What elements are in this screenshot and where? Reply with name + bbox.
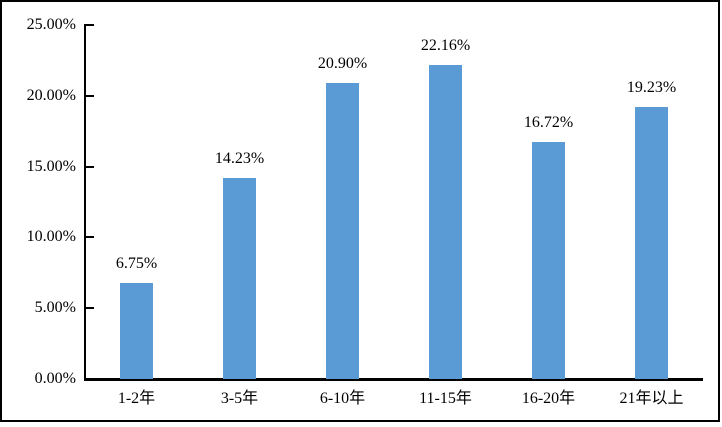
- x-category-label: 21年以上: [619, 390, 684, 407]
- x-category-label: 6-10年: [319, 390, 366, 407]
- y-axis-tick: [86, 378, 94, 380]
- y-axis-tick: [86, 24, 94, 26]
- y-axis-tick: [86, 307, 94, 310]
- bar-value-label: 14.23%: [214, 149, 265, 167]
- bar-value-label: 16.72%: [523, 114, 574, 132]
- bar: [635, 106, 668, 379]
- x-category-label: 11-15年: [419, 390, 472, 407]
- x-axis-line: [84, 378, 703, 381]
- x-category-label: 3-5年: [220, 390, 259, 407]
- y-axis-line: [84, 24, 86, 381]
- bar: [223, 177, 256, 379]
- y-axis-tick-label: 10.00%: [26, 228, 76, 246]
- bar: [532, 142, 565, 379]
- bar: [326, 83, 359, 379]
- y-axis-tick-label: 25.00%: [26, 16, 76, 33]
- y-axis-tick-label: 20.00%: [26, 86, 76, 104]
- y-axis-tick: [86, 165, 94, 168]
- bar-value-label: 22.16%: [420, 37, 471, 55]
- y-axis-tick-label: 0.00%: [34, 370, 76, 387]
- bar-value-label: 20.90%: [317, 55, 368, 73]
- y-axis-tick-label: 15.00%: [26, 157, 76, 175]
- y-axis-tick: [86, 236, 94, 239]
- bar-value-label: 6.75%: [115, 255, 158, 273]
- x-category-label: 16-20年: [521, 390, 576, 407]
- plot-area: 0.00% 5.00% 10.00% 15.00% 20.00% 25.00% 6.75% 1…: [2, 2, 718, 420]
- bar: [120, 283, 153, 379]
- y-axis-tick-label: 5.00%: [34, 299, 76, 317]
- x-category-label: 1-2年: [117, 390, 156, 407]
- bar: [429, 65, 462, 379]
- y-axis-tick: [86, 94, 94, 97]
- bar-value-label: 19.23%: [626, 78, 677, 96]
